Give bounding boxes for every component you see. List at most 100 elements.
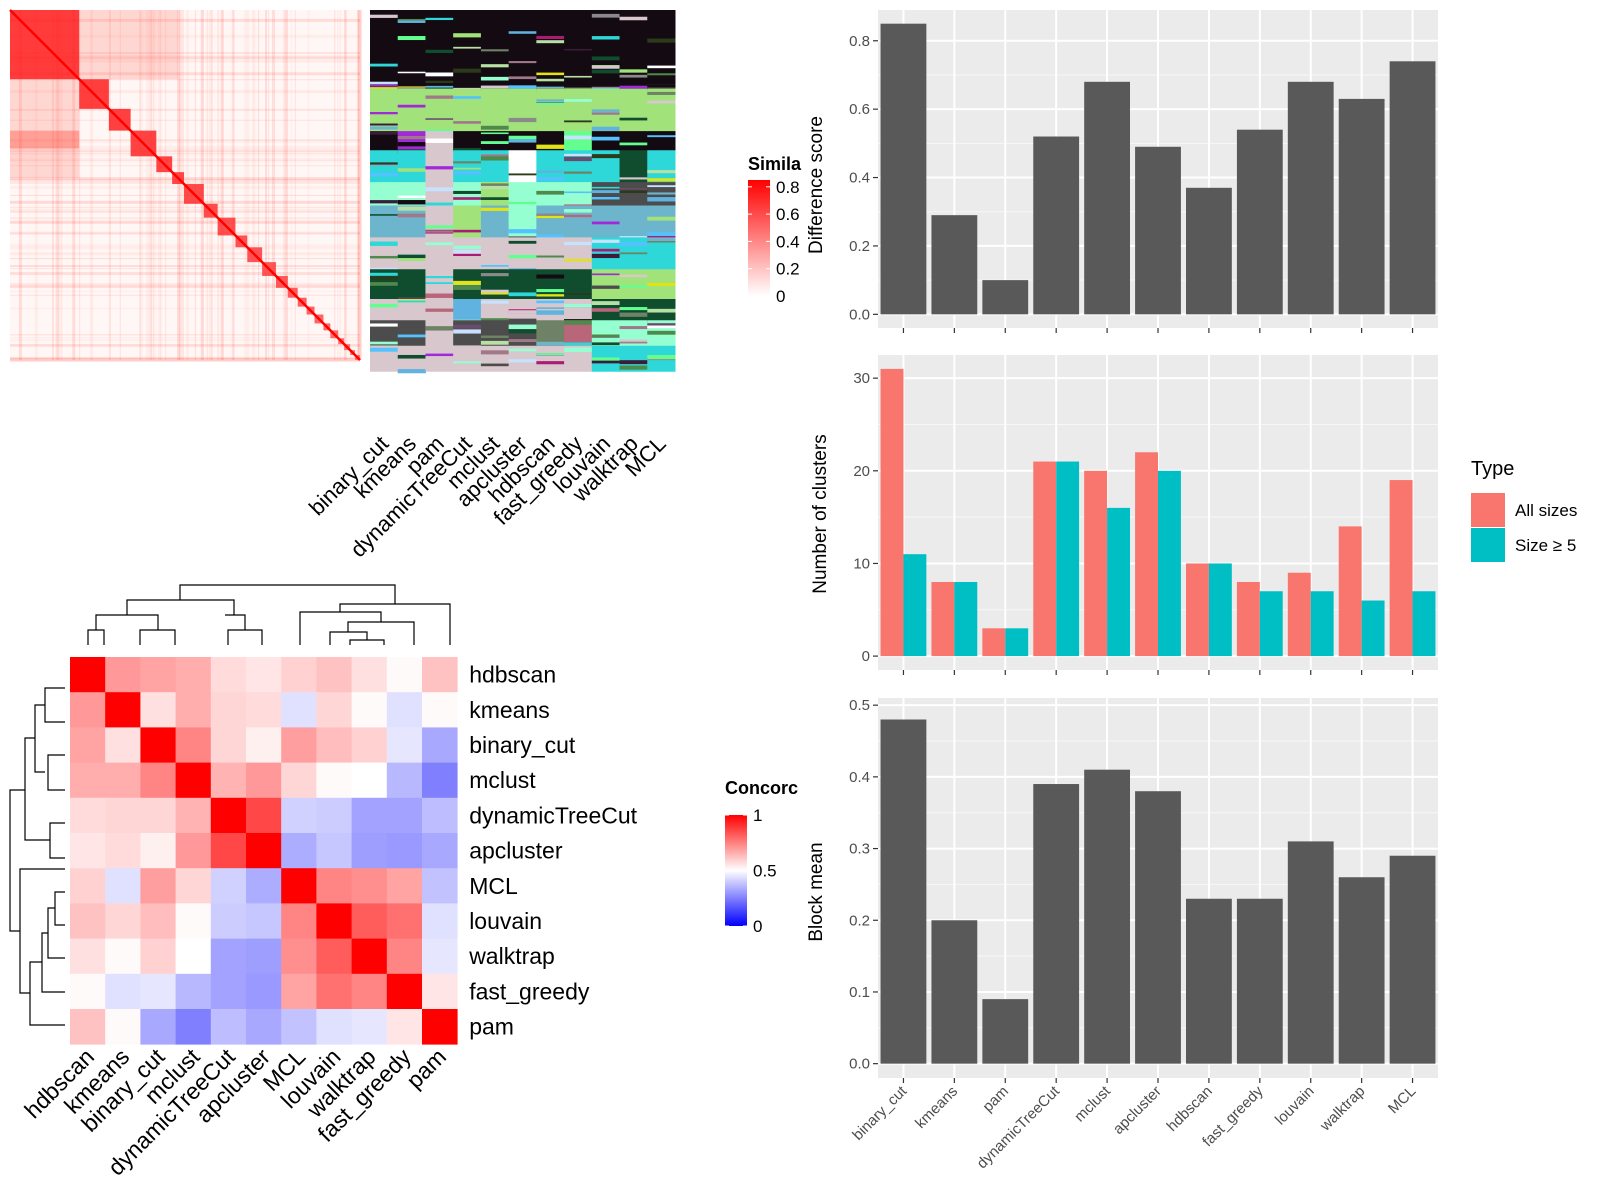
- assignment-stripe: [591, 357, 621, 361]
- similarity-texture-row: [10, 337, 360, 339]
- assignment-cell: [453, 237, 482, 270]
- assignment-stripe: [397, 300, 426, 303]
- assignment-stripe: [619, 339, 648, 344]
- similarity-texture-row: [10, 282, 360, 285]
- similarity-texture-row: [10, 158, 360, 162]
- assignment-stripe: [397, 297, 426, 301]
- bar: [1236, 898, 1283, 1064]
- similarity-texture-row: [10, 231, 360, 233]
- assignment-stripe: [480, 125, 510, 130]
- assignment-stripe: [564, 293, 593, 295]
- bar-size-ge-5: [1361, 600, 1385, 657]
- concordance-cell: [70, 903, 106, 939]
- similarity-texture-column: [55, 10, 57, 360]
- assignment-stripe: [564, 320, 593, 325]
- similarity-texture-row: [10, 90, 360, 94]
- concordance-cell: [210, 797, 247, 834]
- assignment-cell: [480, 10, 510, 64]
- assignment-stripe: [536, 72, 565, 76]
- similarity-legend-title: Simila: [748, 154, 802, 174]
- concordance-cell: [422, 1009, 458, 1045]
- similarity-texture-column: [148, 10, 150, 360]
- concordance-cell: [422, 973, 458, 1010]
- assignment-cell: [647, 150, 676, 183]
- concordance-cell: [386, 692, 423, 728]
- similarity-legend-tick-label: 0.6: [776, 205, 800, 224]
- assignment-stripe: [453, 197, 482, 201]
- bar-size-ge-5: [1107, 507, 1130, 657]
- assignment-stripe: [619, 142, 648, 146]
- concordance-row-label: walktrap: [468, 943, 555, 969]
- concordance-cell: [210, 727, 247, 763]
- concordance-cell: [210, 692, 247, 728]
- assignment-stripe: [370, 241, 399, 246]
- concordance-cell: [281, 973, 317, 1010]
- concordance-legend-tick-label: 1: [753, 806, 762, 825]
- similarity-texture-column: [155, 10, 157, 360]
- assignment-stripe: [480, 154, 510, 158]
- assignment-stripe: [508, 324, 537, 330]
- assignment-stripe: [453, 161, 482, 164]
- assignment-stripe: [536, 307, 565, 310]
- concordance-cell: [70, 762, 106, 799]
- bar: [1084, 81, 1130, 315]
- assignment-stripe: [508, 85, 537, 89]
- similarity-texture-row: [10, 206, 360, 208]
- assignment-stripe: [508, 117, 537, 123]
- assignment-stripe: [453, 253, 482, 257]
- concordance-cell: [351, 833, 388, 869]
- assignment-cell: [508, 63, 537, 85]
- concordance-cell: [246, 973, 282, 1010]
- concordance-cell: [281, 657, 317, 693]
- assignment-stripe: [591, 65, 621, 67]
- similarity-texture-column: [359, 10, 362, 360]
- x-tick-label: pam: [979, 1083, 1012, 1116]
- assignment-stripe: [453, 361, 482, 364]
- assignment-stripe: [536, 274, 565, 279]
- concordance-cell: [246, 762, 282, 799]
- similarity-texture-row: [10, 258, 360, 260]
- similarity-texture-row: [10, 72, 360, 76]
- assignment-cell: [425, 88, 454, 132]
- concordance-cell: [422, 903, 458, 939]
- assignment-stripe: [619, 360, 648, 365]
- assignment-stripe: [619, 365, 648, 370]
- concordance-cell: [70, 868, 106, 904]
- bar: [880, 719, 927, 1064]
- similarity-texture-row: [10, 334, 360, 336]
- concordance-cell: [351, 973, 388, 1010]
- concordance-cell: [210, 903, 247, 939]
- concordance-row-label: pam: [469, 1014, 514, 1040]
- similarity-heatmap-cells: [9, 9, 362, 362]
- assignment-stripe: [453, 96, 482, 99]
- y-tick-label: 0.2: [849, 912, 870, 929]
- similarity-texture-row: [10, 56, 360, 60]
- similarity-texture-row: [10, 148, 360, 150]
- assignment-stripe: [480, 185, 510, 190]
- similarity-texture-row: [10, 160, 360, 162]
- assignment-stripe: [647, 91, 676, 95]
- bar: [1186, 187, 1232, 315]
- assignment-stripe: [425, 166, 454, 170]
- bar: [931, 215, 978, 315]
- assignment-cell: [619, 150, 648, 183]
- bar: [931, 920, 978, 1064]
- concordance-row-label: kmeans: [469, 697, 550, 723]
- similarity-texture-row: [10, 358, 360, 361]
- concordance-row-label: dynamicTreeCut: [469, 802, 637, 828]
- assignment-cell: [564, 269, 593, 300]
- concordance-cell: [70, 727, 106, 763]
- assignment-stripe: [591, 186, 621, 189]
- difference-score-chart: Difference score 0.0 0.2 0.4 0.6 0.8: [806, 10, 1438, 333]
- assignment-cell: [397, 63, 426, 85]
- assignment-stripe: [564, 156, 593, 162]
- assignment-stripe: [536, 215, 565, 219]
- assignment-stripe: [619, 85, 648, 89]
- assignment-stripe: [536, 170, 565, 174]
- assignment-stripe: [591, 221, 621, 225]
- concordance-cell: [140, 833, 176, 869]
- bar-size-ge-5: [1158, 470, 1181, 657]
- similarity-texture-column: [208, 10, 211, 360]
- assignment-stripe: [425, 242, 454, 246]
